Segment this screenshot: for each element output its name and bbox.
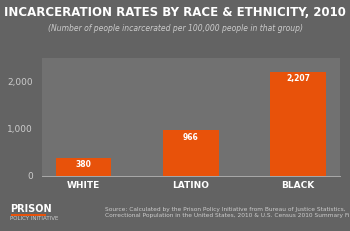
- Text: 966: 966: [183, 133, 199, 142]
- Text: INCARCERATION RATES BY RACE & ETHNICITY, 2010: INCARCERATION RATES BY RACE & ETHNICITY,…: [4, 6, 346, 19]
- Bar: [270, 72, 326, 176]
- Text: 2,207: 2,207: [286, 74, 310, 83]
- Bar: [163, 130, 219, 176]
- Text: 380: 380: [76, 161, 91, 170]
- Text: (Number of people incarcerated per 100,000 people in that group): (Number of people incarcerated per 100,0…: [48, 24, 302, 33]
- Text: Source: Calculated by the Prison Policy Initiative from Bureau of Justice Statis: Source: Calculated by the Prison Policy …: [105, 207, 350, 218]
- Text: PRISON: PRISON: [10, 204, 52, 214]
- Text: POLICY INITIATIVE: POLICY INITIATIVE: [10, 216, 59, 222]
- Bar: [56, 158, 111, 176]
